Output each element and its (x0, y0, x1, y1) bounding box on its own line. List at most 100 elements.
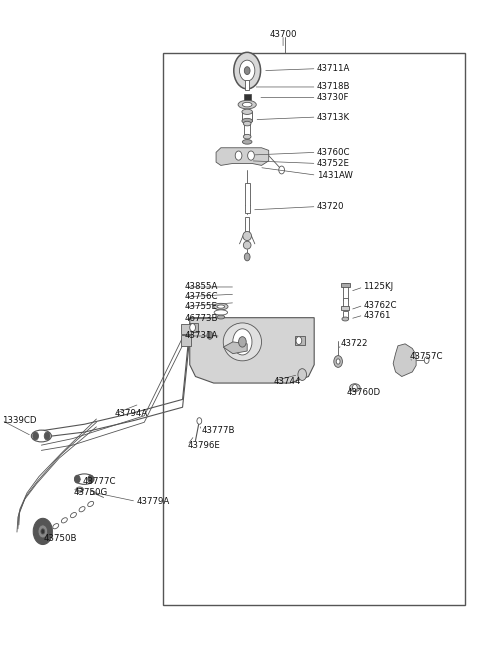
Circle shape (41, 529, 45, 534)
Bar (189, 323, 198, 332)
Circle shape (352, 384, 357, 391)
Bar (244, 124, 250, 137)
Ellipse shape (53, 523, 59, 529)
Ellipse shape (242, 140, 252, 144)
Bar (242, 112, 252, 121)
Text: 1339CD: 1339CD (1, 416, 36, 425)
Text: 43756C: 43756C (185, 292, 218, 301)
Ellipse shape (71, 512, 76, 517)
Text: 43744: 43744 (274, 377, 301, 386)
Circle shape (44, 432, 50, 440)
Text: 1431AW: 1431AW (317, 171, 352, 179)
Ellipse shape (75, 474, 94, 484)
Ellipse shape (243, 134, 251, 139)
Circle shape (38, 525, 48, 538)
Bar (245, 217, 249, 234)
Text: 43755E: 43755E (185, 302, 218, 311)
Ellipse shape (242, 119, 252, 124)
Bar (341, 306, 349, 310)
Circle shape (334, 356, 342, 367)
Text: 43757C: 43757C (410, 352, 444, 362)
Circle shape (336, 359, 340, 364)
Circle shape (424, 357, 429, 364)
Circle shape (33, 432, 38, 440)
Text: 43720: 43720 (317, 202, 344, 211)
Circle shape (33, 518, 52, 544)
Ellipse shape (217, 315, 225, 319)
Ellipse shape (243, 241, 251, 249)
Text: 43750G: 43750G (73, 488, 108, 496)
Text: 43761: 43761 (363, 310, 391, 320)
Text: 43700: 43700 (269, 30, 297, 39)
Text: 43760C: 43760C (317, 148, 350, 157)
Ellipse shape (243, 121, 251, 126)
Bar (245, 183, 250, 213)
Ellipse shape (242, 109, 252, 115)
Text: 43855A: 43855A (185, 282, 218, 291)
Ellipse shape (214, 303, 228, 310)
Ellipse shape (31, 430, 51, 442)
Ellipse shape (217, 305, 225, 309)
Circle shape (244, 67, 250, 75)
Circle shape (296, 337, 302, 345)
Ellipse shape (238, 100, 256, 109)
Bar (245, 80, 249, 90)
Circle shape (244, 253, 250, 261)
Ellipse shape (342, 317, 348, 321)
Text: 43730F: 43730F (317, 93, 349, 102)
Polygon shape (216, 148, 269, 166)
Circle shape (240, 60, 255, 81)
Circle shape (190, 324, 195, 331)
Text: 43713K: 43713K (317, 113, 350, 122)
Bar (343, 299, 348, 309)
Circle shape (248, 151, 254, 160)
Ellipse shape (88, 501, 94, 506)
Ellipse shape (78, 488, 82, 491)
Bar (341, 283, 349, 288)
Ellipse shape (214, 310, 228, 315)
Polygon shape (223, 342, 247, 354)
Text: 43718B: 43718B (317, 83, 350, 92)
Circle shape (235, 151, 242, 160)
Ellipse shape (61, 517, 67, 523)
Text: 43794A: 43794A (115, 409, 148, 419)
Bar (180, 335, 191, 346)
Text: 43750B: 43750B (44, 534, 77, 543)
Ellipse shape (349, 384, 360, 392)
Ellipse shape (223, 323, 262, 361)
Text: 43760D: 43760D (346, 388, 380, 398)
Polygon shape (393, 344, 416, 377)
Circle shape (207, 331, 213, 339)
Text: 43752E: 43752E (317, 159, 349, 168)
Circle shape (197, 418, 202, 424)
Circle shape (234, 52, 261, 89)
Bar (295, 336, 305, 345)
Bar (343, 310, 348, 318)
Ellipse shape (243, 231, 252, 240)
Text: 43796E: 43796E (187, 441, 220, 449)
Bar (244, 94, 251, 100)
Text: 43777C: 43777C (83, 477, 117, 485)
Text: 43731A: 43731A (185, 331, 218, 341)
Ellipse shape (76, 487, 84, 492)
Bar (90, 491, 94, 494)
Polygon shape (190, 318, 314, 383)
Text: 43711A: 43711A (317, 64, 350, 73)
Circle shape (233, 329, 252, 355)
Text: 46773B: 46773B (185, 314, 218, 323)
Text: 43777B: 43777B (202, 426, 235, 436)
Bar (163, 53, 465, 605)
Circle shape (74, 476, 80, 483)
Ellipse shape (79, 506, 85, 512)
Bar (343, 284, 348, 300)
Circle shape (298, 369, 307, 381)
Circle shape (279, 166, 285, 174)
Bar (180, 324, 191, 334)
Text: 43722: 43722 (340, 339, 368, 348)
Circle shape (239, 337, 246, 347)
Circle shape (88, 476, 94, 483)
Ellipse shape (242, 102, 252, 107)
Text: 43779A: 43779A (136, 497, 169, 506)
Text: 43762C: 43762C (363, 301, 397, 310)
Text: 1125KJ: 1125KJ (363, 282, 394, 291)
